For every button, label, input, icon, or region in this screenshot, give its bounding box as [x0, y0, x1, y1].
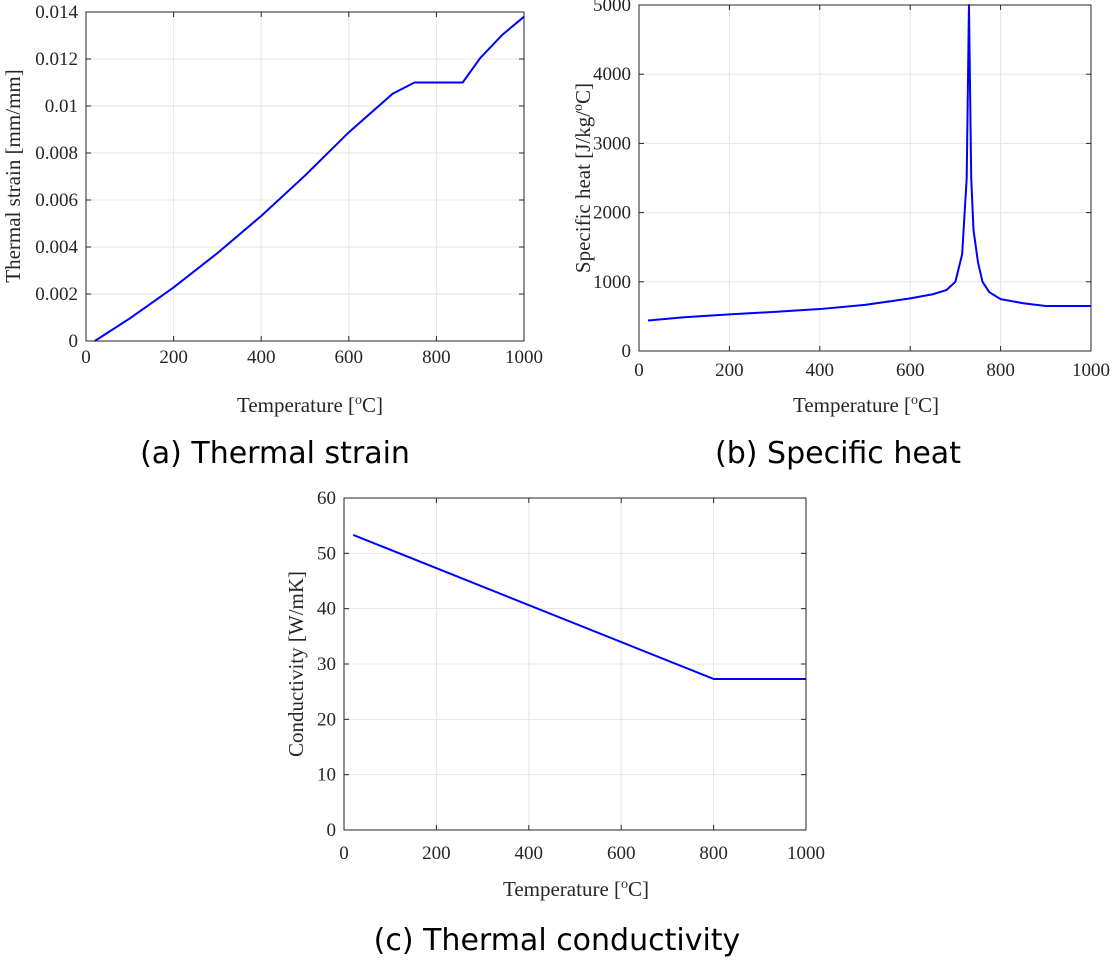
y-tick-label: 50	[317, 543, 336, 564]
figure-caption: (b) Specific heat	[715, 436, 961, 471]
series-line	[352, 533, 806, 680]
x-tick-label: 400	[247, 347, 276, 368]
y-tick-label: 0.014	[35, 2, 78, 23]
x-tick-label: 200	[159, 347, 188, 368]
y-tick-label: 0	[327, 820, 337, 841]
y-tick-label: 40	[317, 599, 336, 620]
figure-caption: (c) Thermal conductivity	[374, 923, 741, 958]
x-tick-label: 600	[607, 843, 636, 864]
y-tick-label: 0	[69, 331, 79, 352]
y-tick-label: 1000	[593, 272, 631, 293]
x-tick-label: 800	[986, 360, 1015, 381]
x-tick-label: 800	[422, 347, 451, 368]
chart-b: 0 200 400 600 800 1000 0 1000 2000 3000 4000 5000 Te…	[571, 0, 1110, 471]
x-tick-label: 0	[634, 360, 644, 381]
x-axis-label: Temperature [oC]	[503, 877, 649, 901]
x-tick-label: 1000	[787, 843, 825, 864]
y-tick-label: 0.002	[35, 284, 78, 305]
figure-caption: (a) Thermal strain	[140, 436, 410, 471]
y-tick-label: 2000	[593, 203, 631, 224]
x-axis-label: Temperature [oC]	[237, 393, 383, 417]
y-tick-label: 0.012	[35, 49, 78, 70]
y-tick-label: 0.01	[45, 96, 78, 117]
x-tick-label: 200	[422, 843, 451, 864]
y-tick-label: 5000	[593, 0, 631, 16]
y-tick-label: 0.004	[35, 237, 78, 258]
plot-area	[639, 5, 1091, 351]
axes-frame	[85, 11, 525, 342]
chart-a: 0 200 400 600 800 1000 0 0.002 0.004 0.006 0.008 0.…	[1, 2, 543, 471]
y-tick-label: 30	[317, 654, 336, 675]
y-axis-label: Conductivity [W/mK]	[284, 571, 308, 757]
y-tick-label: 4000	[593, 64, 631, 85]
x-tick-label: 0	[81, 347, 91, 368]
y-tick-label: 0.006	[35, 190, 78, 211]
chart-c: 0 200 400 600 800 1000 0 10 20 30 40 50 60 Temperatur…	[284, 488, 825, 958]
y-tick-label: 3000	[593, 133, 631, 154]
x-tick-label: 1000	[505, 347, 543, 368]
y-tick-label: 10	[317, 765, 336, 786]
y-tick-label: 60	[317, 488, 336, 509]
y-tick-label: 0	[622, 341, 632, 362]
x-tick-label: 400	[515, 843, 544, 864]
y-tick-label: 0.008	[35, 143, 78, 164]
x-tick-label: 0	[339, 843, 349, 864]
x-tick-label: 800	[699, 843, 728, 864]
x-tick-label: 200	[715, 360, 744, 381]
y-tick-label: 20	[317, 709, 336, 730]
y-axis-label: Thermal strain [mm/mm]	[1, 69, 25, 282]
series-line	[647, 4, 1091, 322]
x-tick-label: 1000	[1072, 360, 1110, 381]
y-axis-label: Specific heat [J/kg/oC]	[571, 83, 595, 273]
x-tick-label: 600	[335, 347, 364, 368]
x-tick-label: 600	[896, 360, 925, 381]
series-line	[94, 15, 525, 342]
x-axis-label: Temperature [oC]	[793, 393, 939, 417]
x-tick-label: 400	[806, 360, 835, 381]
axes-frame	[638, 4, 1092, 352]
